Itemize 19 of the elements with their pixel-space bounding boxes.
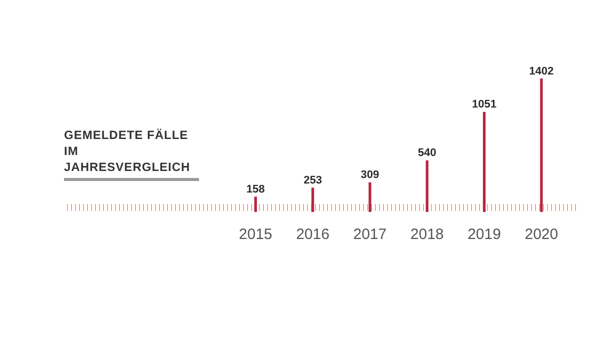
data-label: 253 (304, 174, 322, 186)
x-tick-label: 2018 (410, 226, 444, 244)
bar (482, 112, 486, 212)
bar (426, 160, 428, 212)
data-label: 1402 (529, 65, 554, 78)
x-tick-label: 2015 (238, 226, 272, 244)
data-label: 540 (418, 147, 436, 160)
text: GEMELDETE FÄLLE IM JAHRESVERGLEICH (64, 127, 199, 181)
bar (368, 182, 372, 212)
bar (540, 78, 543, 212)
data-label: 309 (360, 169, 380, 182)
bar (311, 188, 314, 212)
x-tick-label: 2016 (296, 226, 330, 244)
x-tick-label: 2019 (468, 226, 501, 244)
bar (254, 196, 257, 212)
x-tick-label: 2017 (353, 226, 387, 244)
data-label: 158 (246, 184, 265, 196)
x-tick-label: 2020 (524, 226, 558, 244)
data-label: 1051 (472, 98, 496, 111)
